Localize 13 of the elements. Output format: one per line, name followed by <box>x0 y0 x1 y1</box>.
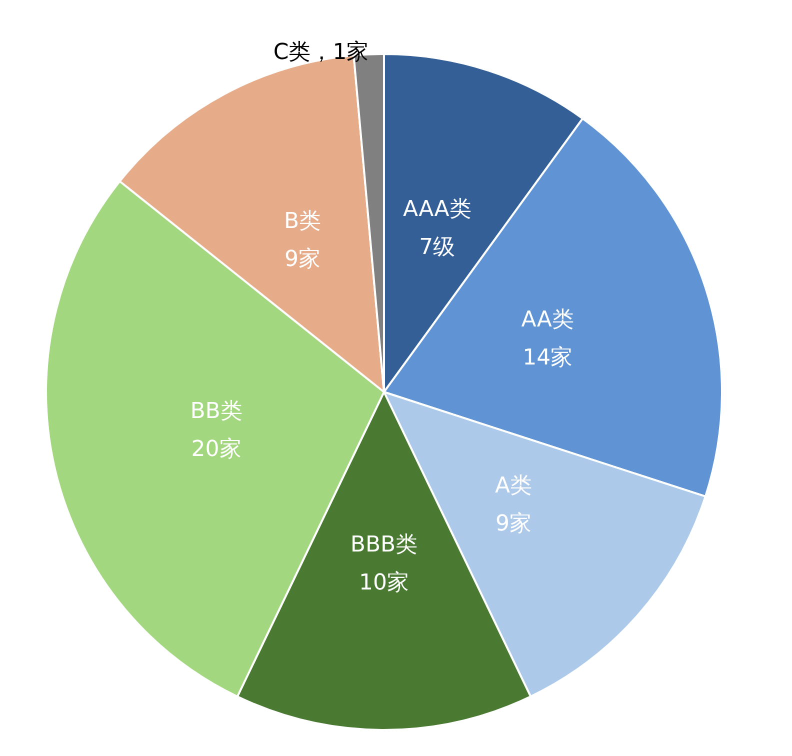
slice-label: BB类 <box>190 398 242 424</box>
slice-label: AA类 <box>521 307 574 332</box>
data-label: 7级 <box>419 234 456 260</box>
slice-label: A类 <box>494 474 532 499</box>
data-label: 14家 <box>522 345 573 370</box>
slice-label: B类 <box>284 209 322 234</box>
data-label: 20家 <box>191 436 242 462</box>
slice-label: AAA类 <box>402 196 472 222</box>
slice-label: C类，1家 <box>273 40 369 65</box>
data-label: 9家 <box>284 247 320 272</box>
slice-label: BBB类 <box>350 532 418 558</box>
data-label: 10家 <box>359 570 409 596</box>
data-label: 9家 <box>496 512 532 537</box>
